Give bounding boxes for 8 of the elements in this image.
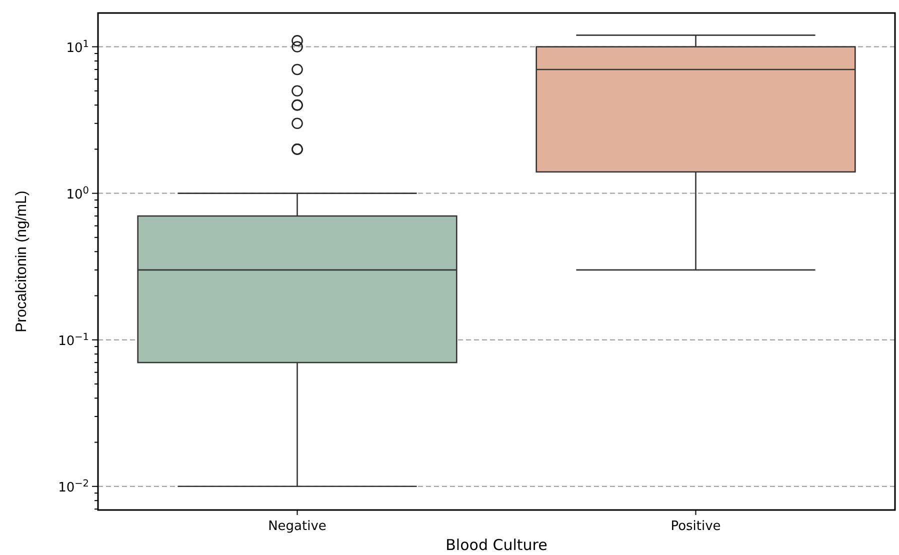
x-tick-label: Negative xyxy=(268,519,326,534)
y-tick-label: 10$^{−2}$ xyxy=(58,478,89,496)
x-axis-title: Blood Culture xyxy=(446,536,548,554)
x-tick-label: Positive xyxy=(670,519,721,534)
y-tick-label: 10$^{0}$ xyxy=(66,184,89,202)
y-tick-label: 10$^{−1}$ xyxy=(58,331,89,349)
y-tick-label: 10$^{1}$ xyxy=(66,38,89,56)
y-axis-title: Procalcitonin (ng/mL) xyxy=(13,190,30,332)
